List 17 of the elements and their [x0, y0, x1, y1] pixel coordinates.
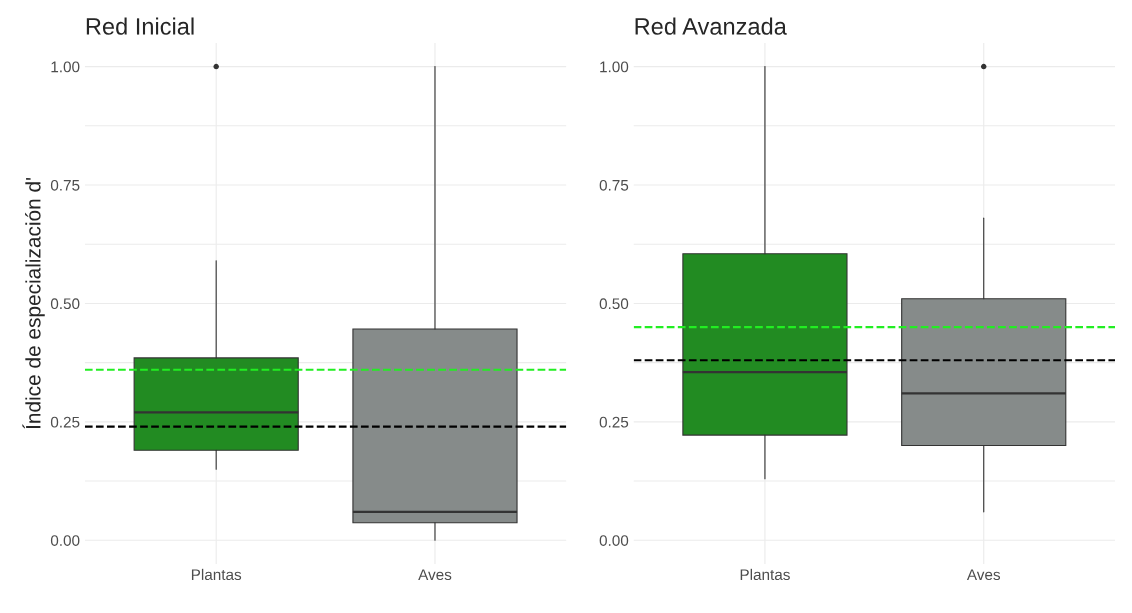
x-tick-label: Plantas [740, 568, 790, 581]
y-tick-label: 1.00 [600, 61, 629, 73]
y-tick-label: 0.50 [599, 298, 629, 310]
x-tick-label: Aves [966, 569, 1001, 581]
y-tick-label: 0.75 [50, 179, 80, 191]
chart-title: Red Avanzada [635, 17, 787, 35]
y-tick-label: 0.50 [50, 298, 80, 310]
y-tick-label: 0.00 [50, 535, 80, 546]
y-axis-title: Índice de especialización d' [22, 177, 45, 429]
y-tick-label: 0.00 [599, 535, 629, 546]
y-tick-label: 1.00 [51, 61, 80, 73]
y-tick-label: 0.75 [599, 179, 629, 191]
chart-title: Red Inicial [86, 17, 194, 35]
y-tick-label: 0.25 [50, 416, 80, 428]
x-tick-label: Plantas [191, 568, 242, 581]
x-tick-label: Aves [418, 569, 452, 581]
y-tick-label: 0.25 [599, 416, 629, 428]
